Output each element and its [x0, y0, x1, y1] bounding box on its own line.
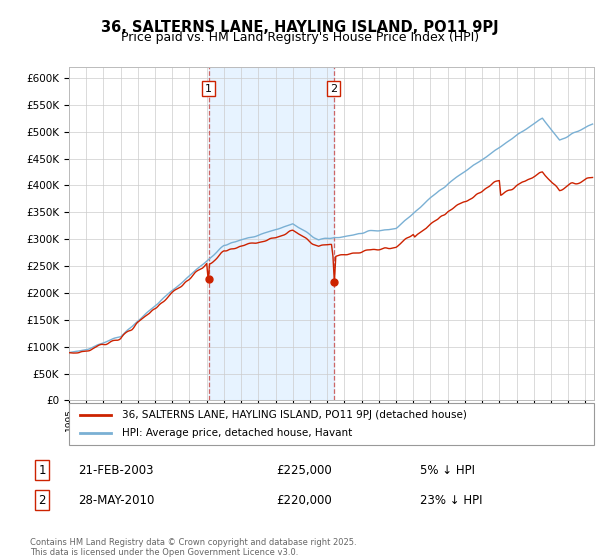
Text: 28-MAY-2010: 28-MAY-2010 — [78, 493, 154, 507]
Text: 36, SALTERNS LANE, HAYLING ISLAND, PO11 9PJ (detached house): 36, SALTERNS LANE, HAYLING ISLAND, PO11 … — [121, 410, 466, 420]
Bar — [209, 67, 334, 400]
Text: 5% ↓ HPI: 5% ↓ HPI — [420, 464, 475, 477]
FancyBboxPatch shape — [69, 403, 594, 445]
Text: 2: 2 — [330, 83, 337, 94]
Text: Contains HM Land Registry data © Crown copyright and database right 2025.
This d: Contains HM Land Registry data © Crown c… — [30, 538, 356, 557]
Text: 1: 1 — [205, 83, 212, 94]
Text: £220,000: £220,000 — [276, 493, 332, 507]
Text: 21-FEB-2003: 21-FEB-2003 — [78, 464, 154, 477]
Text: £225,000: £225,000 — [276, 464, 332, 477]
Text: Price paid vs. HM Land Registry's House Price Index (HPI): Price paid vs. HM Land Registry's House … — [121, 31, 479, 44]
Text: 23% ↓ HPI: 23% ↓ HPI — [420, 493, 482, 507]
Text: 36, SALTERNS LANE, HAYLING ISLAND, PO11 9PJ: 36, SALTERNS LANE, HAYLING ISLAND, PO11 … — [101, 20, 499, 35]
Text: 2: 2 — [38, 493, 46, 507]
Text: HPI: Average price, detached house, Havant: HPI: Average price, detached house, Hava… — [121, 428, 352, 438]
Text: 1: 1 — [38, 464, 46, 477]
